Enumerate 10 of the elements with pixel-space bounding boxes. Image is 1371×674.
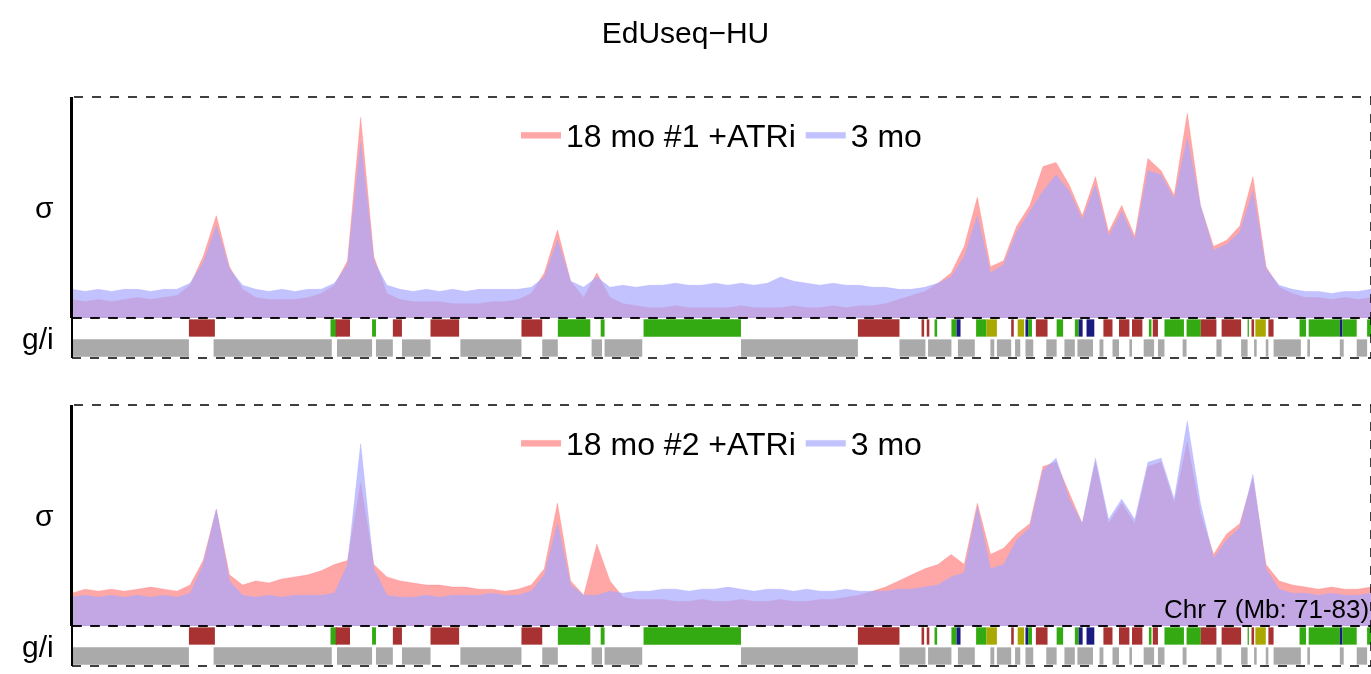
legend-label: 3 mo xyxy=(850,117,922,154)
legend-label: 18 mo #2 +ATRi xyxy=(566,425,796,462)
chart-title: EdUseq−HU xyxy=(601,16,770,49)
legend-label: 3 mo xyxy=(850,425,922,462)
text: g/i xyxy=(22,322,54,355)
annotation: Chr 7 (Mb: 71-83) xyxy=(1164,594,1370,624)
legend-label: 18 mo #1 +ATRi xyxy=(566,117,796,154)
text: g/i xyxy=(22,630,54,663)
y-axis-title: σ xyxy=(35,191,54,224)
y-axis-title: σ xyxy=(35,499,54,532)
